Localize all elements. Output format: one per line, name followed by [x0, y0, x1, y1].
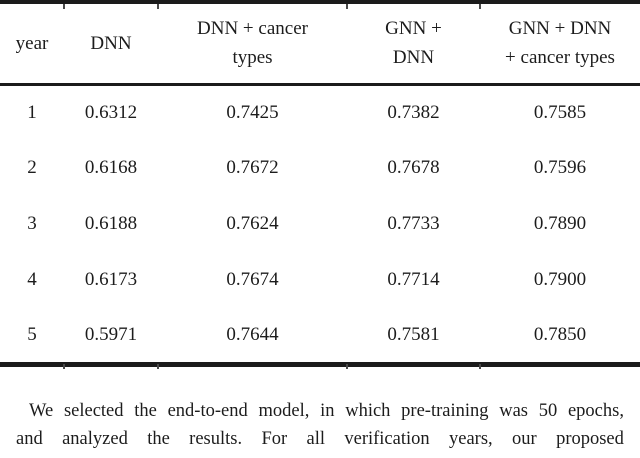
- table-cell: 0.6312: [84, 101, 138, 123]
- table-cell: 0.7714: [387, 269, 440, 290]
- paragraph-word: all: [306, 429, 326, 449]
- table-cell: 0.7733: [387, 213, 440, 234]
- column-tick: [63, 4, 65, 9]
- results-table-grid: year DNN DNN + cancer types GNN + DNN GN…: [0, 0, 640, 367]
- column-header-dnn: DNN: [90, 32, 132, 54]
- table-row: 3 0.6188 0.7624 0.7733 0.7890: [0, 196, 640, 252]
- table-cell: 0.6188: [84, 213, 138, 234]
- column-tick: [479, 364, 481, 369]
- table-cell: 0.7674: [226, 269, 279, 290]
- column-tick: [346, 364, 348, 369]
- column-tick: [63, 364, 65, 369]
- column-tick: [346, 4, 348, 9]
- paragraph-word: the: [134, 401, 157, 421]
- table-cell: 0.7890: [533, 213, 587, 234]
- results-table: year DNN DNN + cancer types GNN + DNN GN…: [0, 0, 640, 369]
- column-tick: [157, 364, 159, 369]
- paragraph-word: 50: [538, 401, 558, 421]
- paragraph-word: our: [512, 429, 537, 449]
- paragraph-word: the: [147, 429, 170, 449]
- table-cell: 5: [27, 323, 37, 345]
- table-cell: 0.7581: [387, 323, 440, 345]
- column-tick: [157, 4, 159, 9]
- table-cell: 0.7644: [226, 323, 279, 345]
- paragraph-word: proposed: [556, 429, 624, 449]
- table-cell: 0.7585: [533, 101, 587, 123]
- table-cell: 1: [27, 101, 37, 123]
- table-cell: 0.7382: [387, 101, 440, 123]
- body-paragraph: We selected the end-to-end model, in which pre-…: [16, 398, 624, 454]
- table-cell: 0.7900: [533, 269, 587, 290]
- table-cell: 3: [27, 213, 37, 234]
- paragraph-word: analyzed: [62, 429, 128, 449]
- table-cell: 0.5971: [84, 323, 138, 345]
- table-row: 2 0.6168 0.7672 0.7678 0.7596: [0, 140, 640, 196]
- paragraph-word: end-to-end: [167, 401, 248, 421]
- paragraph-word: which: [345, 401, 391, 421]
- paragraph-word: verification: [344, 429, 430, 449]
- paragraph-word: We: [29, 401, 54, 421]
- paragraph-word: was: [499, 401, 528, 421]
- paragraph-word: epochs,: [567, 401, 624, 421]
- table-cell: 4: [27, 269, 37, 290]
- column-header-gnn-dnn-cancer-types: GNN + DNN + cancer types: [505, 17, 615, 69]
- paragraph-word: in: [320, 401, 335, 421]
- column-tick: [479, 4, 481, 9]
- table-row: 1 0.6312 0.7425 0.7382 0.7585: [0, 84, 640, 140]
- table-header-row: year DNN DNN + cancer types GNN + DNN GN…: [0, 2, 640, 84]
- paragraph-word: and: [16, 429, 43, 449]
- table-cell: 0.7850: [533, 323, 587, 345]
- paragraph-word: model,: [258, 401, 310, 421]
- table-cell: 0.7596: [533, 157, 587, 178]
- table-cell: 0.6173: [84, 269, 138, 290]
- table-cell: 0.7678: [387, 157, 440, 178]
- table-row: 4 0.6173 0.7674 0.7714 0.7900: [0, 252, 640, 308]
- table-cell: 0.7672: [226, 157, 279, 178]
- column-header-year: year: [15, 32, 49, 54]
- table-cell: 0.7425: [226, 101, 279, 123]
- paragraph-word: results.: [189, 429, 243, 449]
- table-row: 5 0.5971 0.7644 0.7581 0.7850: [0, 308, 640, 364]
- column-header-dnn-cancer-types: DNN + cancer types: [197, 17, 308, 69]
- table-cell: 0.6168: [84, 157, 138, 178]
- paragraph-word: years,: [449, 429, 493, 449]
- paragraph-word: selected: [63, 401, 124, 421]
- column-header-gnn-dnn: GNN + DNN: [385, 17, 442, 69]
- table-cell: 0.7624: [226, 213, 279, 234]
- paragraph-line: We selected the end-to-end model, in which pre-…: [16, 398, 624, 426]
- paragraph-line: and analyzed the results. For all verification…: [16, 426, 624, 454]
- table-cell: 2: [27, 157, 37, 178]
- paragraph-word: pre-training: [401, 401, 489, 421]
- paragraph-word: For: [261, 429, 288, 449]
